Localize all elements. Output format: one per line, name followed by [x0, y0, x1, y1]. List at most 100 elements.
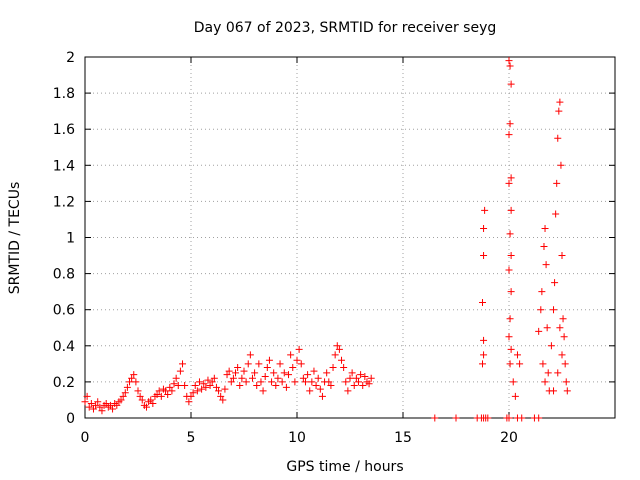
data-point: [479, 298, 486, 306]
y-tick-label: 0.8: [53, 267, 75, 283]
data-point: [431, 414, 439, 422]
data-point: [553, 179, 561, 187]
data-point: [268, 378, 276, 386]
data-point: [555, 107, 563, 115]
data-point: [507, 174, 515, 182]
data-point: [299, 374, 307, 382]
data-point: [452, 414, 460, 422]
data-point: [153, 391, 161, 399]
data-point: [128, 374, 136, 382]
data-point: [259, 387, 267, 395]
data-point: [540, 243, 548, 251]
data-point: [538, 288, 546, 296]
data-point: [325, 378, 333, 386]
x-tick-label: 0: [81, 430, 90, 446]
data-point: [505, 266, 513, 274]
data-point: [348, 369, 356, 377]
data-point: [170, 380, 178, 388]
data-point: [234, 363, 242, 371]
data-point: [166, 383, 174, 391]
data-point: [200, 380, 208, 388]
data-point: [297, 360, 305, 368]
data-point: [87, 400, 95, 408]
data-point: [316, 385, 324, 393]
data-point: [81, 398, 89, 406]
data-point: [338, 356, 346, 364]
y-tick-label: 0: [66, 411, 75, 427]
data-point: [551, 279, 559, 287]
data-point: [94, 398, 102, 406]
data-point: [535, 327, 543, 335]
data-point: [479, 360, 486, 368]
data-point: [507, 288, 515, 296]
data-point: [505, 57, 513, 65]
data-point: [505, 333, 513, 341]
x-tick-label: 10: [288, 430, 306, 446]
data-point: [318, 392, 326, 400]
data-point: [539, 360, 547, 368]
data-point: [295, 345, 303, 353]
grid-lines: [85, 57, 615, 418]
data-point: [236, 382, 244, 390]
data-point: [278, 378, 286, 386]
data-point: [507, 252, 515, 260]
axis-ticks: 0 5 10 15 20 0 0.2 0.4 0.6 0.8 1 1.2 1.4 1.6 1.8 2: [53, 50, 615, 446]
data-point: [350, 382, 358, 390]
data-point: [274, 374, 282, 382]
data-point: [541, 224, 549, 232]
data-point: [227, 378, 235, 386]
data-point: [314, 374, 322, 382]
data-point: [359, 382, 367, 390]
data-point: [480, 336, 488, 344]
y-tick-label: 1.4: [53, 158, 75, 174]
data-point: [149, 400, 157, 408]
data-point: [333, 342, 341, 350]
data-point: [340, 363, 348, 371]
data-point: [331, 351, 339, 359]
y-tick-label: 0.2: [53, 375, 75, 391]
data-point: [306, 387, 314, 395]
data-point: [550, 387, 558, 395]
data-point: [506, 120, 514, 128]
y-tick-label: 1.8: [53, 86, 75, 102]
data-point: [505, 179, 513, 187]
data-point: [142, 403, 150, 411]
data-point: [561, 360, 569, 368]
data-point: [357, 371, 365, 379]
data-point: [506, 315, 514, 323]
data-point: [312, 382, 320, 390]
data-point: [329, 363, 337, 371]
data-point: [261, 372, 269, 380]
data-point: [206, 382, 214, 390]
data-point: [202, 383, 210, 391]
data-point: [304, 371, 312, 379]
data-point: [174, 382, 182, 390]
data-point: [246, 351, 254, 359]
data-point: [257, 378, 265, 386]
data-point: [185, 398, 193, 406]
data-point: [507, 80, 515, 88]
data-point: [554, 134, 562, 142]
data-point: [189, 389, 197, 397]
data-point: [556, 324, 564, 332]
data-point: [354, 378, 362, 386]
x-tick-label: 20: [500, 430, 518, 446]
data-point: [92, 401, 100, 409]
data-points: [81, 57, 571, 422]
data-point: [147, 396, 155, 404]
data-point: [113, 401, 121, 409]
data-point: [507, 345, 515, 353]
data-point: [193, 387, 201, 395]
data-point: [480, 224, 488, 232]
data-point: [126, 378, 134, 386]
data-point: [505, 414, 513, 422]
data-point: [83, 392, 91, 400]
data-point: [559, 315, 567, 323]
data-point: [204, 376, 212, 384]
data-point: [550, 306, 558, 314]
data-point: [179, 360, 187, 368]
y-axis-label: SRMTID / TECUs: [7, 182, 23, 295]
data-point: [198, 385, 206, 393]
data-point: [223, 371, 231, 379]
